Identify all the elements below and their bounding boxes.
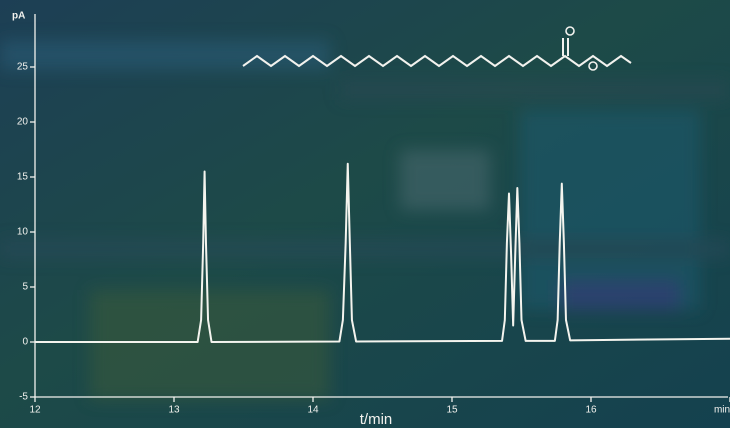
x-tick-label: 15: [446, 405, 458, 416]
y-tick-label: 5: [22, 282, 28, 293]
molecule-oxygen: [588, 61, 598, 71]
x-tick-label: 13: [168, 405, 180, 416]
y-axis-label: pA: [12, 11, 25, 22]
x-tick-label: 14: [307, 405, 319, 416]
chromatogram-line: [35, 162, 730, 343]
x-tick-label: min: [714, 405, 730, 416]
y-tick-label: 10: [17, 227, 29, 238]
y-tick-label: 0: [22, 337, 28, 348]
x-axis-label: t/min: [360, 411, 393, 428]
x-tick-label: 16: [585, 405, 597, 416]
molecule-structure: [242, 54, 632, 68]
y-tick-label: 20: [17, 117, 29, 128]
background-photo: [0, 40, 730, 400]
molecule-oxygen: [565, 26, 575, 36]
x-tick-label: 12: [29, 405, 41, 416]
y-tick-label: 15: [17, 172, 29, 183]
y-tick-label: -5: [19, 392, 28, 403]
y-tick-label: 25: [17, 62, 29, 73]
